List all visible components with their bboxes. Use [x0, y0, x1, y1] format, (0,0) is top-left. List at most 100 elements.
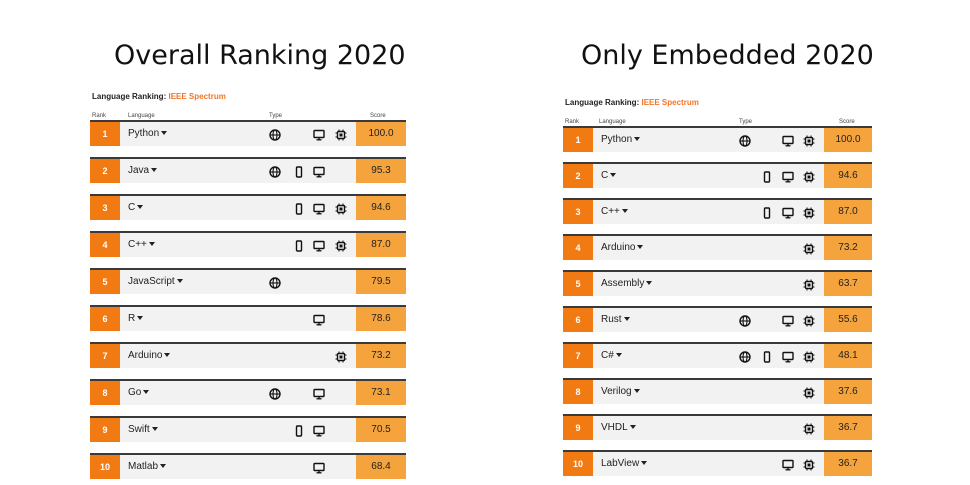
- panel-title: Only Embedded 2020: [581, 40, 874, 71]
- score-cell: 36.7: [824, 452, 872, 476]
- score-cell: 100.0: [356, 122, 406, 146]
- header-rank: Rank: [565, 119, 580, 125]
- language-dropdown[interactable]: LabView: [601, 452, 648, 476]
- language-dropdown[interactable]: Python: [601, 128, 641, 152]
- rank-badge: 6: [563, 308, 593, 332]
- language-dropdown[interactable]: Java: [128, 159, 158, 183]
- table-row: 9 Swift 70.5: [90, 416, 406, 442]
- language-dropdown[interactable]: C++: [601, 200, 628, 224]
- chip-icon: [803, 314, 815, 327]
- score-cell: 63.7: [824, 272, 872, 296]
- language-dropdown[interactable]: Python: [128, 122, 168, 146]
- language-dropdown[interactable]: C++: [128, 233, 155, 257]
- header-rank: Rank: [92, 113, 107, 119]
- chip-icon: [335, 239, 347, 252]
- globe-icon: [269, 276, 281, 289]
- score-cell: 70.5: [356, 418, 406, 442]
- language-dropdown[interactable]: R: [128, 307, 144, 331]
- rank-badge: 10: [90, 455, 120, 479]
- chip-icon: [803, 278, 815, 291]
- rank-badge: 4: [90, 233, 120, 257]
- language-name: Assembly: [601, 278, 645, 289]
- language-dropdown[interactable]: Assembly: [601, 272, 653, 296]
- language-dropdown[interactable]: Arduino: [601, 236, 644, 260]
- caret-down-icon: [137, 205, 144, 210]
- chip-icon: [803, 458, 815, 471]
- rank-badge: 2: [90, 159, 120, 183]
- header-language: Language: [599, 119, 626, 125]
- score-cell: 78.6: [356, 307, 406, 331]
- desktop-icon: [782, 458, 794, 471]
- language-name: Python: [128, 128, 160, 139]
- caret-down-icon: [176, 279, 183, 284]
- table-row: 2 C 94.6: [563, 162, 872, 188]
- language-name: LabView: [601, 458, 640, 469]
- language-dropdown[interactable]: Rust: [601, 308, 630, 332]
- header-language: Language: [128, 113, 155, 119]
- score-cell: 94.6: [824, 164, 872, 188]
- ranking-subheading: Language Ranking: IEEE Spectrum: [92, 92, 226, 101]
- table-row: 7 Arduino 73.2: [90, 342, 406, 368]
- chip-icon: [335, 202, 347, 215]
- score-cell: 87.0: [356, 233, 406, 257]
- language-dropdown[interactable]: JavaScript: [128, 270, 183, 294]
- caret-down-icon: [623, 317, 630, 322]
- mobile-icon: [293, 165, 305, 178]
- rank-badge: 5: [563, 272, 593, 296]
- desktop-icon: [313, 387, 325, 400]
- language-name: C: [128, 202, 136, 213]
- language-dropdown[interactable]: Verilog: [601, 380, 640, 404]
- chip-icon: [335, 128, 347, 141]
- score-cell: 68.4: [356, 455, 406, 479]
- language-dropdown[interactable]: C: [128, 196, 144, 220]
- rank-badge: 8: [90, 381, 120, 405]
- caret-down-icon: [610, 173, 617, 178]
- table-row: 8 Verilog 37.6: [563, 378, 872, 404]
- desktop-icon: [782, 134, 794, 147]
- table-row: 1 Python 100.0: [90, 120, 406, 146]
- rank-badge: 6: [90, 307, 120, 331]
- score-cell: 73.2: [356, 344, 406, 368]
- language-name: R: [128, 313, 136, 324]
- language-name: VHDL: [601, 422, 628, 433]
- language-dropdown[interactable]: Swift: [128, 418, 158, 442]
- header-type: Type: [269, 113, 283, 119]
- caret-down-icon: [641, 461, 648, 466]
- caret-down-icon: [629, 425, 636, 430]
- globe-icon: [739, 350, 751, 363]
- globe-icon: [269, 128, 281, 141]
- chip-icon: [803, 350, 815, 363]
- table-row: 5 Assembly 63.7: [563, 270, 872, 296]
- desktop-icon: [313, 424, 325, 437]
- rank-badge: 10: [563, 452, 593, 476]
- language-name: C#: [601, 350, 614, 361]
- language-dropdown[interactable]: Go: [128, 381, 150, 405]
- language-name: Swift: [128, 424, 150, 435]
- source-link[interactable]: IEEE Spectrum: [641, 98, 699, 107]
- score-cell: 94.6: [356, 196, 406, 220]
- language-dropdown[interactable]: C#: [601, 344, 622, 368]
- chip-icon: [803, 170, 815, 183]
- mobile-icon: [293, 239, 305, 252]
- header-score: Score: [839, 119, 855, 125]
- rank-badge: 5: [90, 270, 120, 294]
- language-dropdown[interactable]: Arduino: [128, 344, 171, 368]
- language-dropdown[interactable]: Matlab: [128, 455, 167, 479]
- caret-down-icon: [151, 168, 158, 173]
- desktop-icon: [782, 314, 794, 327]
- language-dropdown[interactable]: VHDL: [601, 416, 636, 440]
- subheading-label: Language Ranking:: [565, 98, 640, 107]
- caret-down-icon: [137, 316, 144, 321]
- language-dropdown[interactable]: C: [601, 164, 617, 188]
- source-link[interactable]: IEEE Spectrum: [168, 92, 226, 101]
- caret-down-icon: [151, 427, 158, 432]
- globe-icon: [269, 165, 281, 178]
- mobile-icon: [761, 206, 773, 219]
- score-cell: 36.7: [824, 416, 872, 440]
- rank-badge: 1: [563, 128, 593, 152]
- caret-down-icon: [148, 242, 155, 247]
- chip-icon: [803, 242, 815, 255]
- rank-badge: 9: [90, 418, 120, 442]
- score-cell: 79.5: [356, 270, 406, 294]
- score-cell: 73.2: [824, 236, 872, 260]
